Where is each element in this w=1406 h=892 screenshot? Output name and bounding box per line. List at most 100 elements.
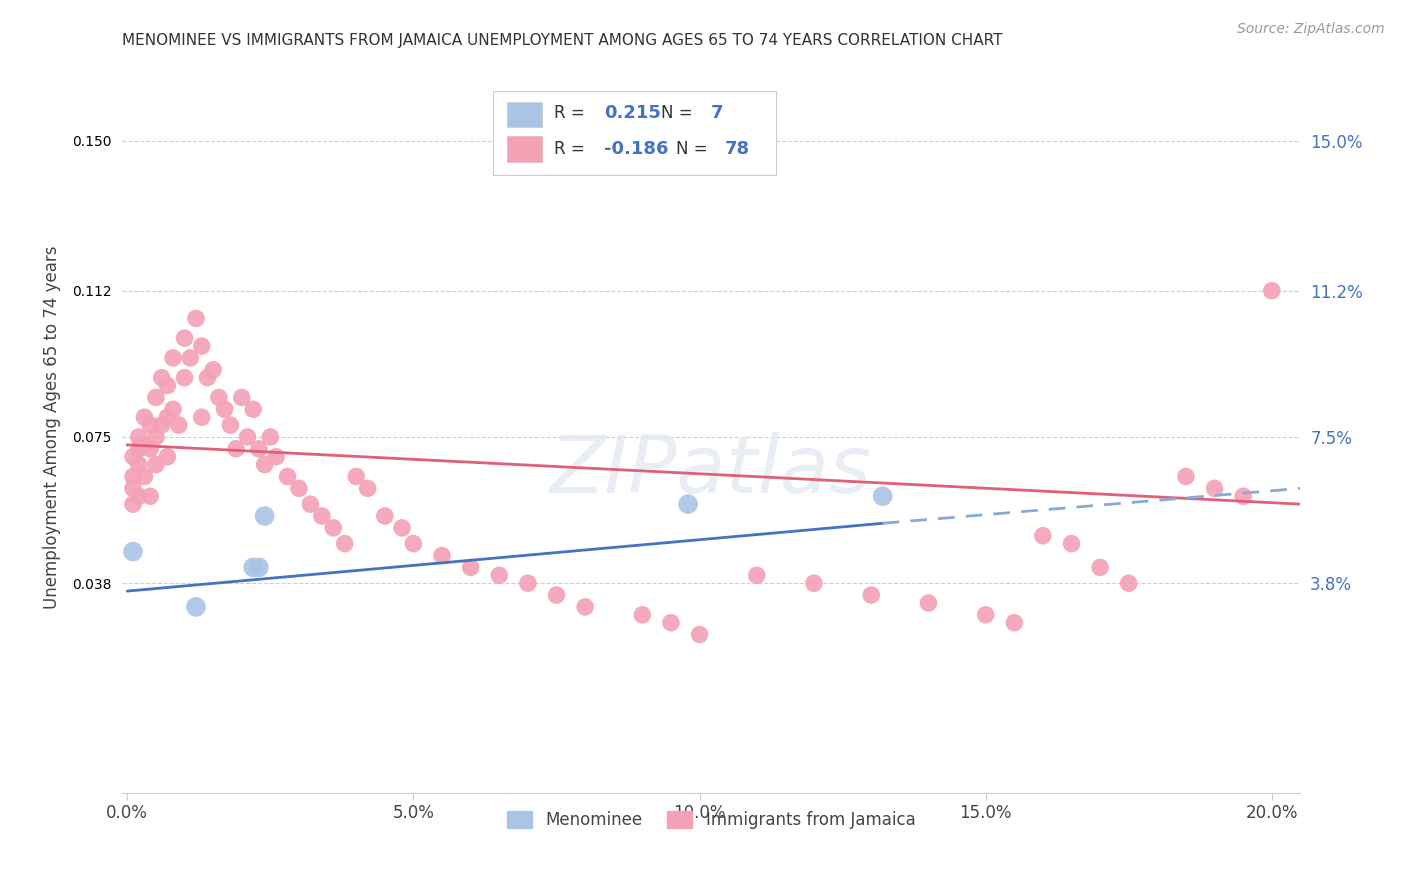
Point [134, 469, 156, 483]
Point [236, 430, 259, 444]
Text: N =: N = [661, 104, 693, 122]
Point [173, 331, 195, 345]
Point [1060, 536, 1083, 550]
Text: N =: N = [676, 139, 707, 158]
Point [139, 489, 162, 503]
Point [322, 521, 344, 535]
Point [659, 615, 682, 630]
Point [333, 536, 356, 550]
Point [288, 481, 311, 495]
Point [299, 497, 322, 511]
Point [277, 469, 299, 483]
Point [1174, 469, 1197, 483]
Point [128, 458, 150, 472]
Point [242, 402, 264, 417]
Point [156, 378, 179, 392]
Point [253, 458, 276, 472]
Point [184, 599, 207, 614]
Point [128, 442, 150, 456]
Point [1204, 481, 1226, 495]
Point [214, 402, 236, 417]
Point [1088, 560, 1111, 574]
Point [134, 438, 156, 452]
Point [247, 560, 270, 574]
Text: R =: R = [554, 104, 585, 122]
Point [872, 489, 894, 503]
Point [145, 430, 167, 444]
Point [259, 430, 281, 444]
Point [860, 588, 883, 602]
Point [1118, 576, 1140, 591]
Y-axis label: Unemployment Among Ages 65 to 74 years: Unemployment Among Ages 65 to 74 years [44, 245, 60, 609]
Text: 7: 7 [711, 104, 724, 122]
Point [139, 418, 162, 433]
Point [145, 458, 167, 472]
Point [219, 418, 242, 433]
Point [311, 508, 333, 523]
Point [631, 607, 654, 622]
Point [974, 607, 997, 622]
Point [134, 410, 156, 425]
Point [391, 521, 413, 535]
Legend: Menominee, Immigrants from Jamaica: Menominee, Immigrants from Jamaica [501, 804, 922, 836]
Point [1232, 489, 1254, 503]
Point [917, 596, 939, 610]
Point [122, 497, 145, 511]
Point [803, 576, 825, 591]
Point [225, 442, 247, 456]
Point [167, 418, 190, 433]
Point [139, 442, 162, 456]
Point [156, 450, 179, 464]
Point [173, 370, 195, 384]
Text: Source: ZipAtlas.com: Source: ZipAtlas.com [1237, 22, 1385, 37]
Point [488, 568, 510, 582]
Point [430, 549, 453, 563]
Point [197, 370, 219, 384]
Text: R =: R = [554, 139, 585, 158]
Point [122, 481, 145, 495]
Bar [508, 136, 543, 161]
Point [162, 351, 184, 365]
Point [676, 497, 699, 511]
Point [162, 402, 184, 417]
Point [145, 391, 167, 405]
Point [1261, 284, 1284, 298]
Point [516, 576, 538, 591]
Point [150, 418, 173, 433]
Point [231, 391, 253, 405]
Point [1002, 615, 1025, 630]
Point [179, 351, 201, 365]
Point [253, 508, 276, 523]
Point [264, 450, 287, 464]
Point [356, 481, 378, 495]
Point [150, 370, 173, 384]
FancyBboxPatch shape [494, 91, 776, 175]
Point [184, 311, 207, 326]
Text: 78: 78 [725, 139, 751, 158]
Text: -0.186: -0.186 [603, 139, 668, 158]
Text: MENOMINEE VS IMMIGRANTS FROM JAMAICA UNEMPLOYMENT AMONG AGES 65 TO 74 YEARS CORR: MENOMINEE VS IMMIGRANTS FROM JAMAICA UNE… [121, 33, 1002, 48]
Point [574, 599, 596, 614]
Point [156, 410, 179, 425]
Point [190, 410, 212, 425]
Point [128, 430, 150, 444]
Point [247, 442, 270, 456]
Point [122, 450, 145, 464]
Point [122, 544, 145, 558]
Point [208, 391, 231, 405]
Point [190, 339, 212, 353]
Text: ZIPatlas: ZIPatlas [550, 432, 872, 510]
Bar [508, 102, 543, 128]
Point [546, 588, 568, 602]
Point [374, 508, 396, 523]
Point [745, 568, 768, 582]
Point [689, 627, 711, 641]
Point [128, 489, 150, 503]
Point [242, 560, 264, 574]
Text: 0.215: 0.215 [603, 104, 661, 122]
Point [402, 536, 425, 550]
Point [122, 469, 145, 483]
Point [1032, 529, 1054, 543]
Point [344, 469, 367, 483]
Point [460, 560, 482, 574]
